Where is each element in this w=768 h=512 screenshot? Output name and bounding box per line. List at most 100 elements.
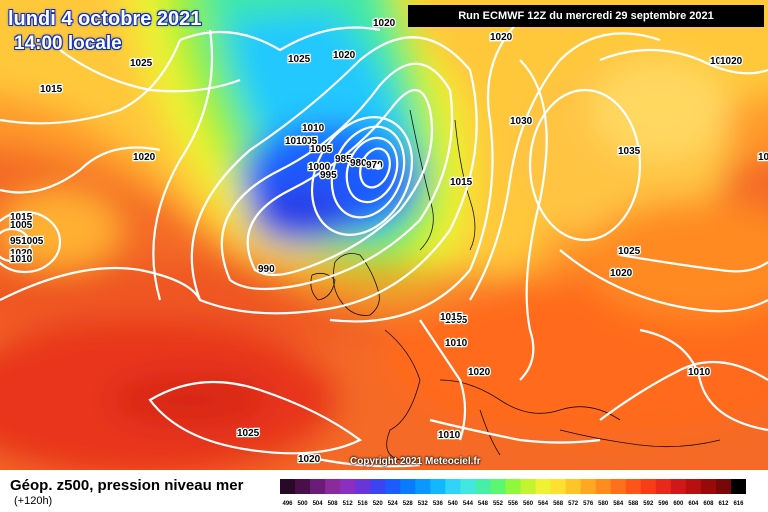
color-scale-swatch	[355, 479, 371, 494]
color-scale-swatch	[520, 479, 537, 494]
isobar-label: 1020	[133, 152, 156, 163]
color-scale-swatch	[370, 479, 386, 494]
color-scale-swatch	[715, 479, 732, 494]
color-scale-swatch	[655, 479, 672, 494]
color-scale: 496 500 504 508 512 516 520 524 528 532 536 540 544 5…	[280, 479, 746, 507]
isobar-label: 980	[350, 158, 367, 169]
color-scale-swatch	[445, 479, 461, 494]
color-scale-swatch	[415, 479, 431, 494]
color-scale-label: 596	[658, 501, 669, 507]
isobar-label: 990	[258, 264, 275, 275]
color-scale-label: 608	[703, 501, 714, 507]
isobar-label: 1010	[758, 152, 768, 163]
isobar-label: 1015	[440, 312, 463, 323]
isobar-label: 1010	[285, 136, 308, 147]
color-scale-label: 580	[598, 501, 609, 507]
isobar-label: 1020	[373, 18, 396, 29]
geopotential-color-field	[0, 0, 768, 470]
isobar-label: 1025	[237, 428, 260, 439]
color-scale-swatch	[280, 479, 296, 494]
color-scale-swatch	[685, 479, 702, 494]
isobar-label: 1025	[288, 54, 311, 65]
color-scale-swatch	[295, 479, 311, 494]
color-scale-label: 604	[688, 501, 699, 507]
isobar-label: 1025	[618, 246, 641, 257]
color-scale-swatch	[475, 479, 491, 494]
isobar-label: 985	[335, 154, 352, 165]
color-scale-swatch	[730, 479, 746, 494]
color-scale-label: 616	[733, 501, 744, 507]
color-scale-swatch	[310, 479, 326, 494]
isobar-label: 1010	[438, 430, 461, 441]
isobar-label: 1000	[308, 162, 331, 173]
color-scale-swatch	[325, 479, 341, 494]
isobar-label: 1020	[333, 50, 356, 61]
isobar-label: 1020	[10, 248, 33, 259]
color-scale-label: 496	[283, 501, 294, 507]
isobar-label: 1005	[10, 220, 33, 231]
isobar-label: 1015	[10, 212, 33, 223]
color-scale-swatch	[430, 479, 446, 494]
color-scale-label: 576	[583, 501, 594, 507]
isobar-label: 1030	[510, 116, 533, 127]
legend-subtitle: (+120h)	[14, 495, 53, 507]
color-scale-swatch	[625, 479, 642, 494]
isobar-label: 1015	[40, 84, 63, 95]
color-scale-label: 540	[448, 501, 459, 507]
color-scale-label: 524	[388, 501, 399, 507]
isobar-label: 1035	[618, 146, 641, 157]
color-scale-label: 536	[433, 501, 444, 507]
forecast-date: lundi 4 octobre 2021	[8, 8, 202, 30]
color-scale-swatch	[580, 479, 597, 494]
isobar-labels: 1020102510151020101010051005101510101025…	[9, 17, 768, 467]
low-pressure-center	[375, 164, 381, 170]
color-scale-label: 544	[463, 501, 474, 507]
color-scale-label: 560	[523, 501, 534, 507]
isobar-label: 1020	[468, 367, 491, 378]
isobar-label: 1010	[302, 123, 325, 134]
color-scale-label: 564	[538, 501, 549, 507]
color-scale-label: 500	[298, 501, 309, 507]
color-scale-swatch	[565, 479, 582, 494]
isobar-label: 1010	[10, 254, 33, 265]
isobars	[0, 19, 768, 468]
copyright-text: Copyright 2021 Meteociel.fr	[350, 456, 481, 467]
isobar-label: 1010	[490, 32, 513, 43]
color-scale-label: 532	[418, 501, 429, 507]
color-scale-label: 548	[478, 501, 489, 507]
color-scale-label: 588	[628, 501, 639, 507]
color-scale-label: 552	[493, 501, 504, 507]
isobar-label: 1025	[710, 56, 733, 67]
color-scale-swatch	[460, 479, 476, 494]
isobar-label: 1005	[310, 144, 333, 155]
color-scale-label: 512	[343, 501, 354, 507]
coastlines	[310, 109, 721, 461]
color-scale-label: 508	[328, 501, 339, 507]
color-scale-label: 612	[718, 501, 729, 507]
color-scale-label: 584	[613, 501, 624, 507]
color-scale-swatch	[610, 479, 627, 494]
color-scale-label: 528	[403, 501, 414, 507]
color-scale-swatch	[550, 479, 567, 494]
isobar-label: 1020	[298, 454, 321, 465]
weather-map: 1020102510151020101010051005101510101025…	[0, 0, 768, 470]
color-scale-swatch	[595, 479, 612, 494]
color-scale-label: 520	[373, 501, 384, 507]
isobar-label: 1020	[610, 268, 633, 279]
isobar-label: 1025	[130, 58, 153, 69]
color-scale-label: 568	[553, 501, 564, 507]
color-scale-label: 516	[358, 501, 369, 507]
color-scale-swatch	[490, 479, 506, 494]
run-info-banner: Run ECMWF 12Z du mercredi 29 septembre 2…	[408, 5, 764, 27]
color-scale-swatch	[400, 479, 416, 494]
isobar-label: 1005	[445, 315, 468, 326]
isobar-label: 995	[320, 170, 337, 181]
color-scale-swatch	[385, 479, 401, 494]
legend-title: Géop. z500, pression niveau mer	[10, 477, 244, 494]
isobar-label: 1020	[490, 32, 513, 43]
color-scale-label: 504	[313, 501, 324, 507]
color-scale-label: 600	[673, 501, 684, 507]
isobar-label: 1015	[450, 177, 473, 188]
forecast-time: 14:00 locale	[14, 33, 122, 54]
